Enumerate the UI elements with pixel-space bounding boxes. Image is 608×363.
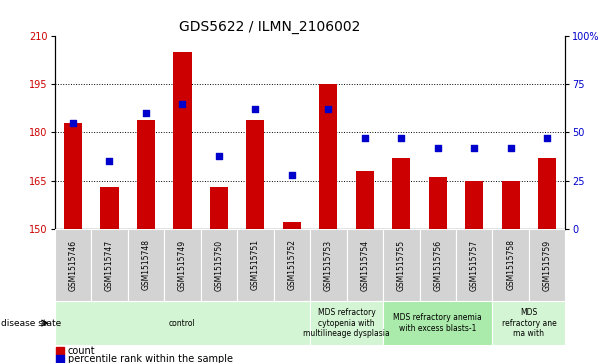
Point [469, 145, 479, 151]
Text: GSM1515754: GSM1515754 [361, 240, 369, 290]
Bar [465, 180, 483, 229]
Bar [55, 229, 91, 301]
Bar [538, 158, 556, 229]
Text: GSM1515752: GSM1515752 [288, 240, 296, 290]
Bar [210, 187, 228, 229]
Bar [420, 229, 456, 301]
Text: GSM1515758: GSM1515758 [506, 240, 515, 290]
Point [323, 106, 333, 112]
Bar [64, 123, 82, 229]
Bar [100, 187, 119, 229]
Bar [246, 120, 264, 229]
Text: percentile rank within the sample: percentile rank within the sample [68, 354, 233, 363]
Point [396, 135, 406, 141]
Bar [164, 229, 201, 301]
Point [433, 145, 443, 151]
Point [68, 120, 78, 126]
Bar [56, 347, 64, 355]
Bar [274, 229, 310, 301]
Point [250, 106, 260, 112]
Bar [529, 229, 565, 301]
Point [360, 135, 370, 141]
Bar [347, 229, 383, 301]
Text: GSM1515759: GSM1515759 [543, 240, 551, 290]
Text: GSM1515753: GSM1515753 [324, 240, 333, 290]
Bar [492, 229, 529, 301]
Point [105, 158, 114, 164]
Text: GSM1515756: GSM1515756 [434, 240, 442, 290]
Bar [310, 229, 347, 301]
Text: count: count [68, 346, 95, 356]
Bar [91, 229, 128, 301]
Bar [128, 229, 164, 301]
Point [506, 145, 516, 151]
Bar [55, 301, 310, 345]
Point [178, 101, 187, 107]
Bar [310, 301, 383, 345]
Point [542, 135, 552, 141]
Text: MDS
refractory ane
ma with: MDS refractory ane ma with [502, 308, 556, 338]
Text: MDS refractory
cytopenia with
multilineage dysplasia: MDS refractory cytopenia with multilinea… [303, 308, 390, 338]
Bar [137, 120, 155, 229]
Title: GDS5622 / ILMN_2106002: GDS5622 / ILMN_2106002 [179, 20, 360, 34]
Text: GSM1515757: GSM1515757 [470, 240, 478, 290]
Text: GSM1515755: GSM1515755 [397, 240, 406, 290]
Text: GSM1515751: GSM1515751 [251, 240, 260, 290]
Bar [283, 222, 301, 229]
Text: GSM1515749: GSM1515749 [178, 240, 187, 290]
Bar [383, 229, 420, 301]
Point [214, 153, 224, 159]
Bar [502, 180, 520, 229]
Bar [456, 229, 492, 301]
Bar [173, 52, 192, 229]
Text: GSM1515748: GSM1515748 [142, 240, 150, 290]
Text: disease state: disease state [1, 319, 61, 327]
Text: MDS refractory anemia
with excess blasts-1: MDS refractory anemia with excess blasts… [393, 313, 482, 333]
Point [141, 110, 151, 116]
Bar [429, 178, 447, 229]
Text: GSM1515746: GSM1515746 [69, 240, 77, 290]
Bar [356, 171, 374, 229]
Text: control: control [169, 319, 196, 327]
Bar [383, 301, 492, 345]
Point [287, 172, 297, 178]
Bar [201, 229, 237, 301]
Bar [392, 158, 410, 229]
Bar [56, 355, 64, 363]
Text: GSM1515747: GSM1515747 [105, 240, 114, 290]
Bar [237, 229, 274, 301]
Bar [492, 301, 565, 345]
Bar [319, 85, 337, 229]
Text: GSM1515750: GSM1515750 [215, 240, 223, 290]
